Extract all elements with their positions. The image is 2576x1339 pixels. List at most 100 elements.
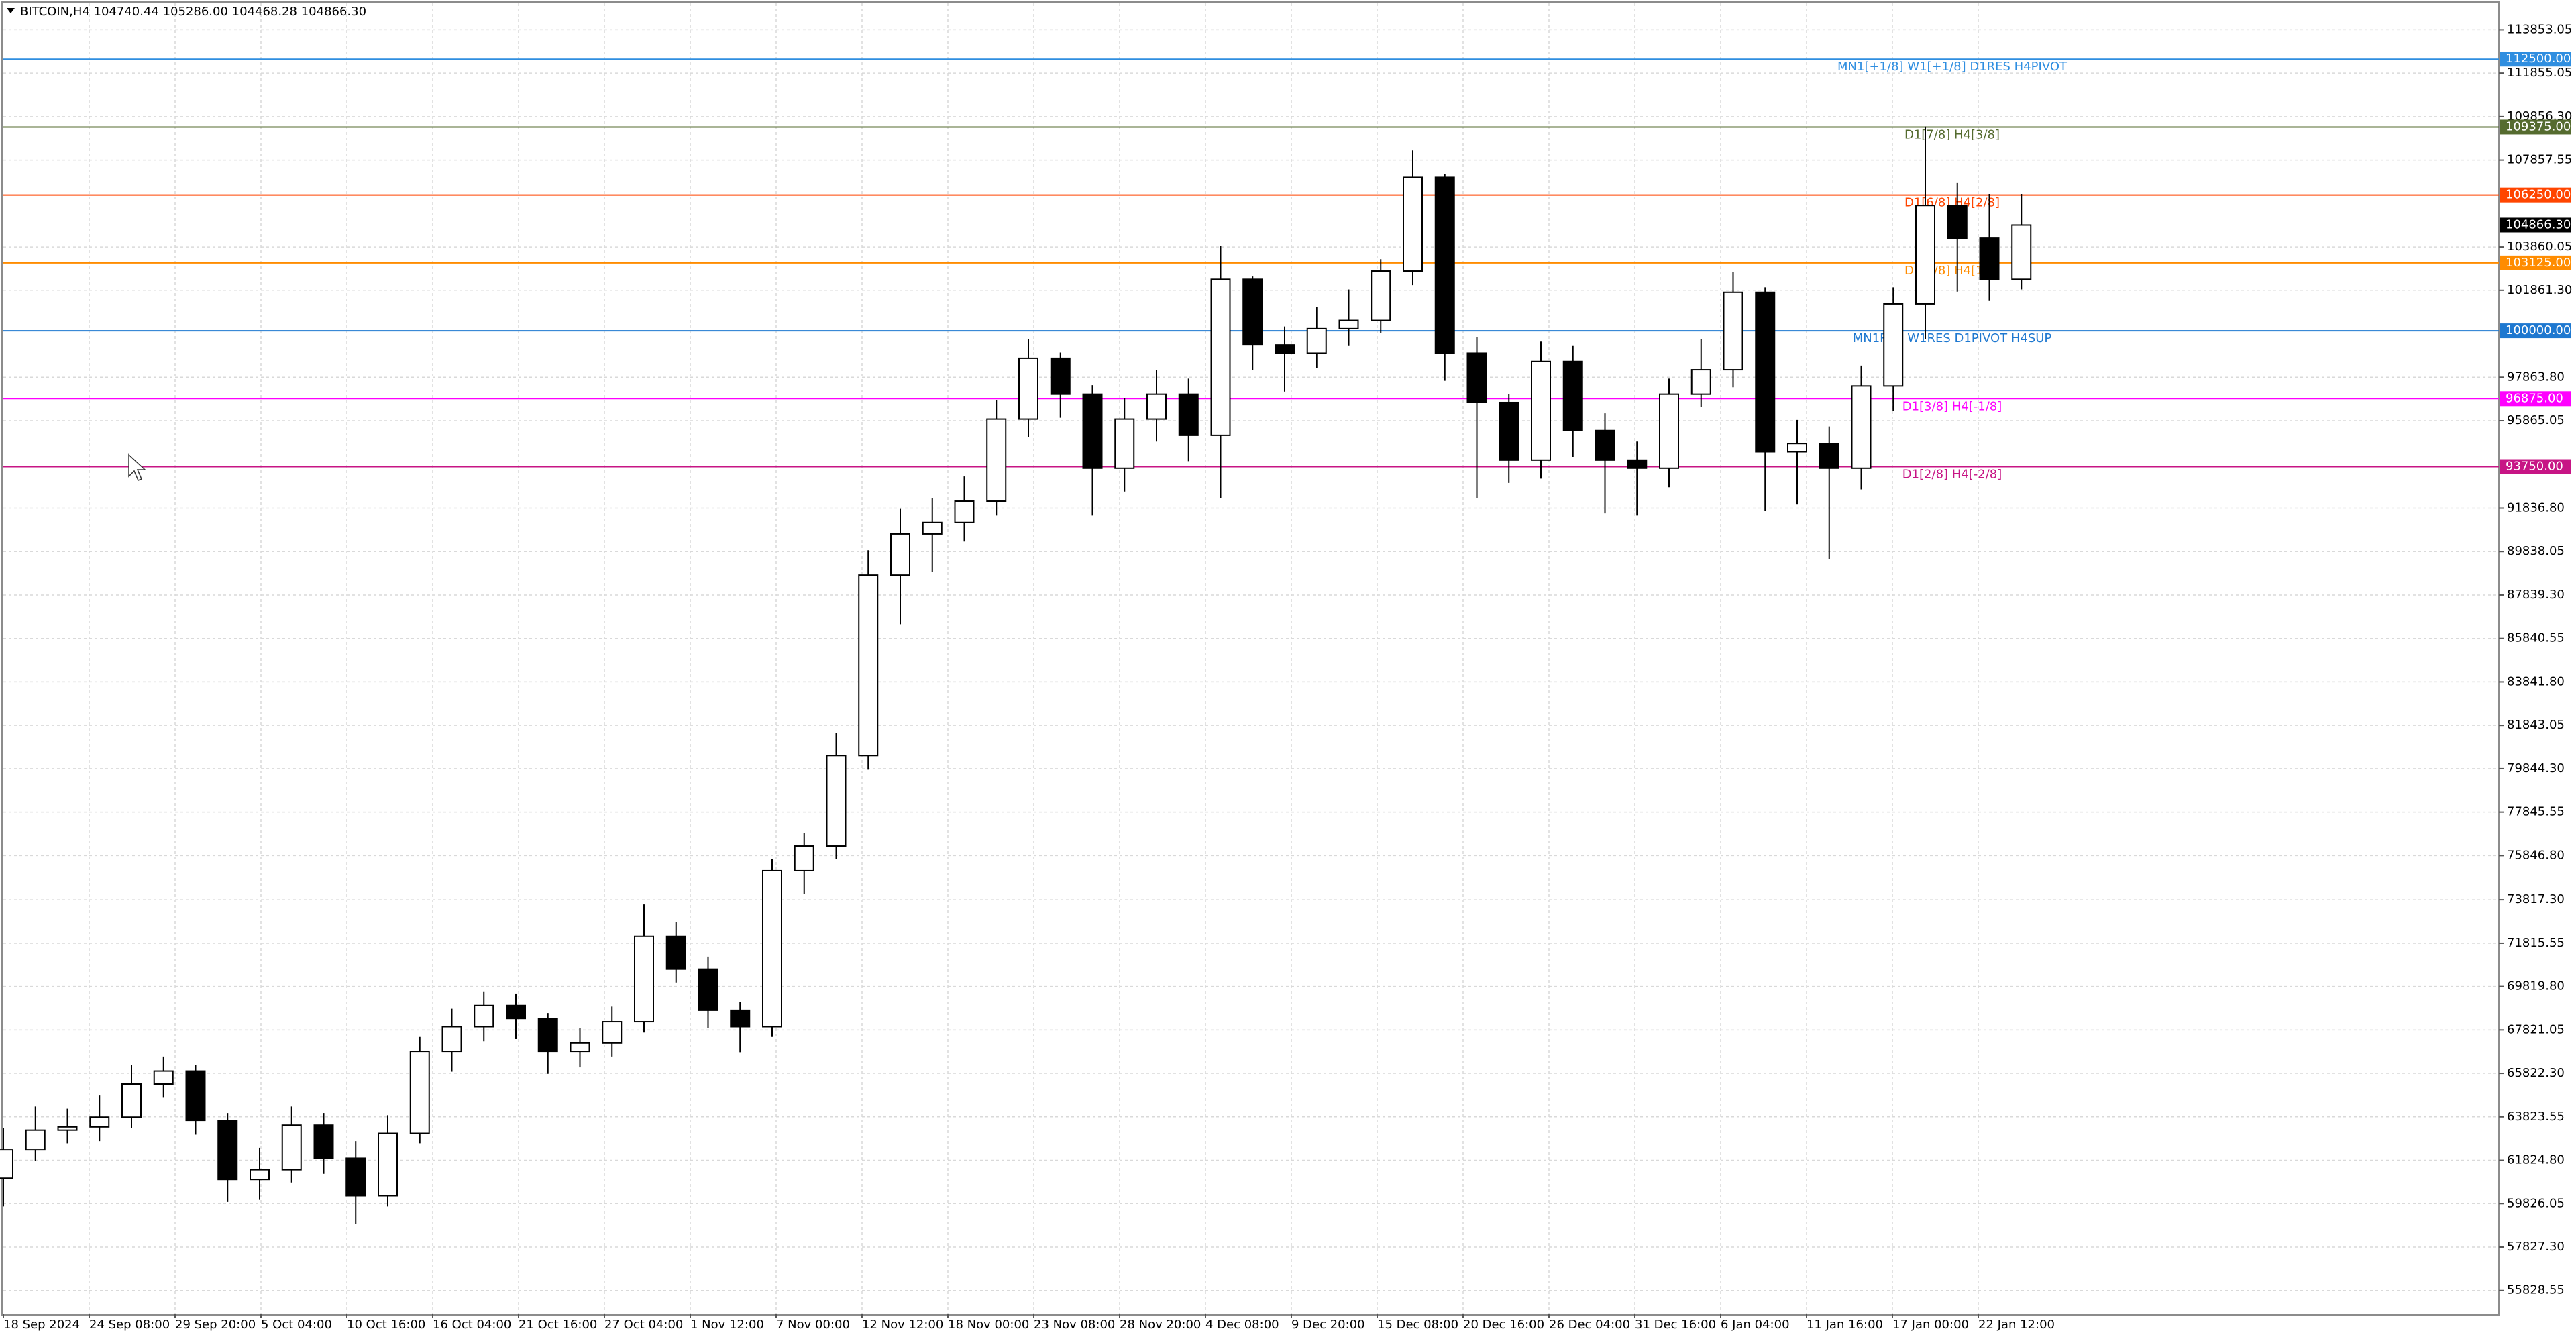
level-text: D1[2/8] H4[-2/8] [1902, 468, 2002, 482]
level-text: MN1RES W1RES D1PIVOT H4SUP [1853, 331, 2052, 345]
candle-body [474, 1004, 494, 1028]
candle-body [25, 1129, 46, 1151]
y-tick-label: 81843.05 [2507, 718, 2565, 732]
y-tick-label: 77845.55 [2507, 805, 2565, 819]
candle-body [1178, 393, 1199, 436]
candle-body [1114, 418, 1135, 469]
y-tick-label: 75846.80 [2507, 848, 2565, 862]
candle-body [794, 845, 814, 871]
x-tick-label: 11 Jan 16:00 [1807, 1318, 1883, 1332]
candle-body [121, 1083, 142, 1118]
y-tick-label: 91836.80 [2507, 500, 2565, 515]
x-tick-label: 16 Oct 04:00 [433, 1318, 511, 1332]
candle-body [153, 1070, 174, 1085]
y-tick-label: 71815.55 [2507, 936, 2565, 950]
candle-body [1242, 278, 1263, 346]
candle-body [281, 1124, 302, 1171]
level-price-box [2500, 255, 2571, 270]
y-tick-label: 73817.30 [2507, 892, 2565, 906]
candle-body [1082, 393, 1103, 469]
y-tick-label: 111855.05 [2507, 66, 2572, 80]
y-tick-label: 87839.30 [2507, 588, 2565, 602]
candle-body [986, 418, 1007, 502]
candle-body [441, 1026, 462, 1053]
x-tick-label: 18 Nov 00:00 [948, 1318, 1029, 1332]
y-tick-label: 95865.05 [2507, 413, 2565, 427]
level-text: MN1[+1/8] W1[+1/8] D1RES H4PIVOT [1837, 60, 2068, 74]
x-tick-label: 31 Dec 16:00 [1635, 1318, 1716, 1332]
y-tick-label: 85840.55 [2507, 631, 2565, 645]
level-price-box [2500, 391, 2571, 407]
candle-body [2011, 224, 2032, 280]
candle-body [1050, 357, 1071, 395]
level-price-box [2500, 459, 2571, 474]
candle-body [826, 755, 847, 847]
x-tick-label: 24 Sep 08:00 [89, 1318, 170, 1332]
candle-body [954, 500, 975, 523]
candle-body [602, 1021, 623, 1044]
x-tick-label: 27 Oct 04:00 [604, 1318, 683, 1332]
x-tick-label: 1 Nov 12:00 [690, 1318, 764, 1332]
candle-body [345, 1157, 366, 1197]
x-tick-label: 10 Oct 16:00 [347, 1318, 425, 1332]
x-tick-label: 12 Nov 12:00 [862, 1318, 943, 1332]
x-tick-label: 17 Jan 00:00 [1892, 1318, 1969, 1332]
x-tick-label: 29 Sep 20:00 [175, 1318, 256, 1332]
candle-body [1306, 327, 1327, 354]
header-arrow [7, 8, 15, 13]
candle-body [1915, 205, 1935, 305]
candle-body [0, 1149, 13, 1179]
candle-body [1595, 429, 1615, 461]
levels-layer: MN1[+1/8] W1[+1/8] D1RES H4PIVOT D1[7/8] … [3, 58, 2499, 482]
candle-body [922, 521, 943, 535]
candle-body [378, 1132, 398, 1197]
candle-body [1338, 319, 1359, 329]
candle-body [1275, 344, 1295, 354]
x-tick-label: 9 Dec 20:00 [1291, 1318, 1365, 1332]
last-price-label: 104866.30 [2506, 217, 2571, 231]
candle-body [57, 1126, 78, 1131]
level-text: D1[7/8] H4[3/8] [1904, 127, 2000, 142]
grid-layer [3, 3, 2499, 1314]
y-tick-label: 57827.30 [2507, 1240, 2565, 1254]
x-tick-label: 21 Oct 16:00 [519, 1318, 597, 1332]
x-tick-label: 20 Dec 16:00 [1463, 1318, 1544, 1332]
candle-body [250, 1169, 270, 1181]
candle-body [89, 1116, 110, 1128]
candle-body [1819, 443, 1839, 469]
candle-body [1371, 270, 1391, 321]
level-price-box [2500, 119, 2571, 135]
y-tick-label: 113853.05 [2507, 22, 2572, 36]
y-tick-label: 59826.05 [2507, 1196, 2565, 1210]
plot-frame [1, 1, 2500, 1316]
x-tick-label: 28 Nov 20:00 [1120, 1318, 1201, 1332]
y-tick-label: 107857.55 [2507, 153, 2572, 167]
level-text: D1[3/8] H4[-1/8] [1902, 399, 2002, 413]
level-price-label: 106250.00 [2506, 188, 2571, 202]
candle-body [1434, 176, 1455, 354]
y-tick-label: 101861.30 [2507, 283, 2572, 297]
level-price-label: 109375.00 [2506, 119, 2571, 133]
x-tick-label: 26 Dec 04:00 [1549, 1318, 1630, 1332]
y-tick-label: 79844.30 [2507, 761, 2565, 775]
candle-body [1690, 369, 1711, 395]
candle-body [762, 869, 782, 1028]
level-price-label: 100000.00 [2506, 323, 2571, 337]
x-tick-label: 5 Oct 04:00 [261, 1318, 332, 1332]
candle-body [858, 574, 879, 757]
candle-body [698, 968, 718, 1011]
x-tick-label: 22 Jan 12:00 [1978, 1318, 2055, 1332]
candle-body [537, 1018, 558, 1053]
candle-body [409, 1051, 430, 1134]
x-tick-label: 15 Dec 08:00 [1377, 1318, 1458, 1332]
y-tick-label: 89838.05 [2507, 544, 2565, 558]
candles-layer [0, 126, 2032, 1224]
level-price-box [2500, 323, 2571, 339]
candle-body [1659, 393, 1679, 469]
candle-body [1627, 459, 1648, 469]
x-tick-label: 7 Nov 00:00 [776, 1318, 850, 1332]
candle-body [1851, 385, 1872, 469]
chart-title: BITCOIN,H4 104740.44 105286.00 104468.28… [20, 5, 366, 19]
